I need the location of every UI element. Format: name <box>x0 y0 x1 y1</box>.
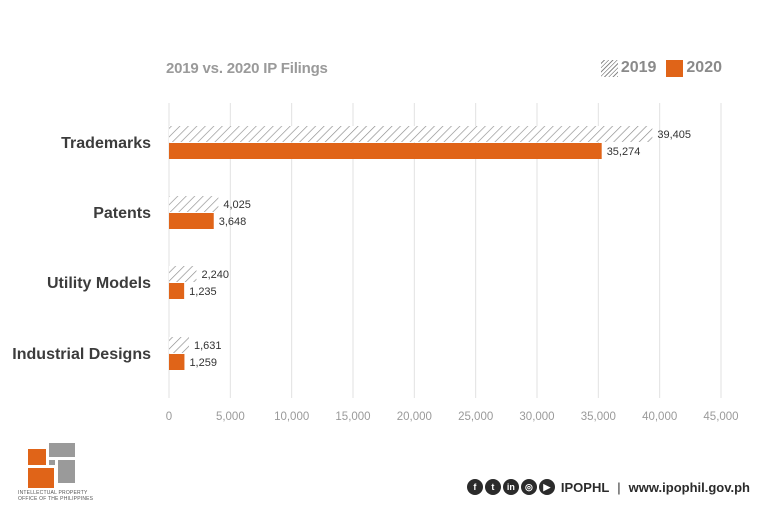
x-tick-label: 40,000 <box>642 411 677 423</box>
x-tick-label: 35,000 <box>581 411 616 423</box>
bar-2020 <box>169 283 184 299</box>
data-label: 3,648 <box>219 216 247 228</box>
data-label: 1,259 <box>189 357 217 369</box>
category-label: Patents <box>93 205 151 222</box>
bar-2020 <box>169 354 184 370</box>
logo-text: INTELLECTUAL PROPERTY OFFICE OF THE PHIL… <box>18 490 93 502</box>
x-tick-label: 25,000 <box>458 411 493 423</box>
data-label: 39,405 <box>657 129 691 141</box>
data-label: 4,025 <box>223 199 251 211</box>
bar-chart: 0 5,000 10,000 15,000 20,000 25,000 30,000 35,0… <box>0 0 768 440</box>
footer-separator: | <box>617 480 620 495</box>
data-label: 35,274 <box>607 146 641 158</box>
category-label: Trademarks <box>61 135 151 152</box>
x-tick-label: 45,000 <box>703 411 738 423</box>
data-label: 2,240 <box>201 269 229 281</box>
x-tick-label: 0 <box>166 411 172 423</box>
x-tick-label: 10,000 <box>274 411 309 423</box>
logo-text-line2: OFFICE OF THE PHILIPPINES <box>18 496 93 502</box>
twitter-icon[interactable]: t <box>485 479 501 495</box>
data-label: 1,631 <box>194 340 222 352</box>
bar-2019 <box>169 266 196 282</box>
linkedin-icon[interactable]: in <box>503 479 519 495</box>
youtube-icon[interactable]: ▶ <box>539 479 555 495</box>
x-tick-label: 5,000 <box>216 411 245 423</box>
bars <box>169 126 652 370</box>
facebook-icon[interactable]: f <box>467 479 483 495</box>
x-tick-label: 20,000 <box>397 411 432 423</box>
category-label: Utility Models <box>47 275 151 292</box>
bar-2019 <box>169 126 652 142</box>
instagram-icon[interactable]: ◎ <box>521 479 537 495</box>
labels: 0 5,000 10,000 15,000 20,000 25,000 30,000 35,0… <box>12 129 738 423</box>
x-tick-label: 15,000 <box>335 411 370 423</box>
x-tick-label: 30,000 <box>519 411 554 423</box>
bar-2019 <box>169 196 218 212</box>
footer-website[interactable]: www.ipophil.gov.ph <box>629 480 750 495</box>
footer-handle: IPOPHL <box>561 480 609 495</box>
data-label: 1,235 <box>189 286 217 298</box>
bar-2020 <box>169 143 602 159</box>
bar-2020 <box>169 213 214 229</box>
category-label: Industrial Designs <box>12 346 151 363</box>
footer: f t in ◎ ▶ IPOPHL | www.ipophil.gov.ph <box>467 479 750 495</box>
bar-2019 <box>169 337 189 353</box>
